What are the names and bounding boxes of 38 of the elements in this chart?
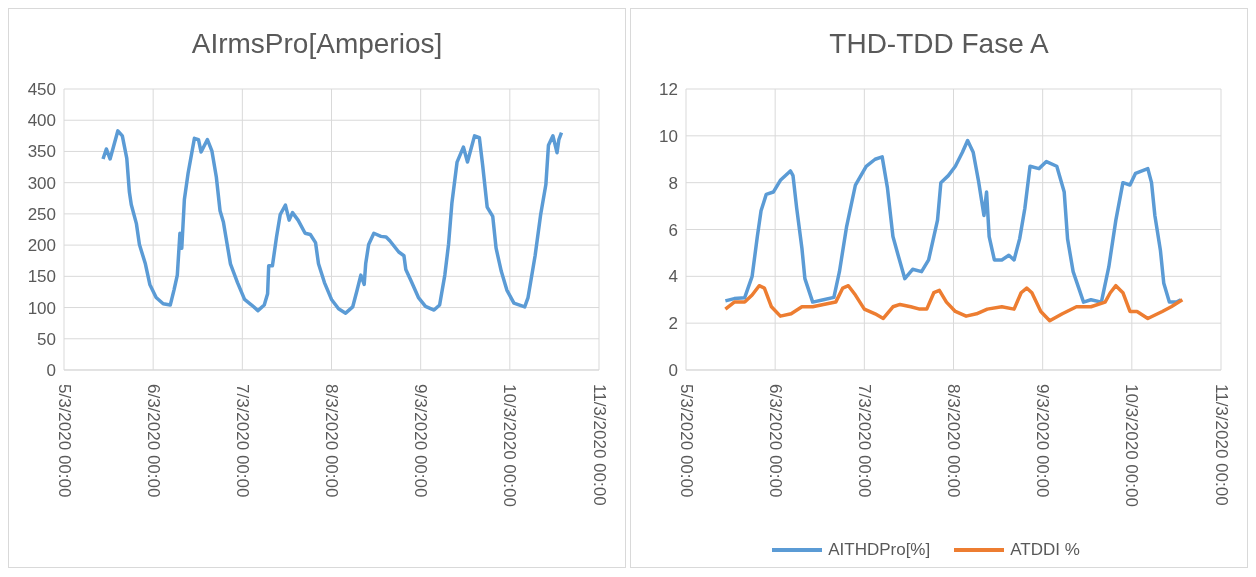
y-tick-label: 150 [27,267,56,287]
line-series [723,138,1183,304]
y-tick-label: 400 [27,111,56,131]
x-tick-label: 6/3/2020 00:00 [143,384,163,498]
x-tick-label: 7/3/2020 00:00 [232,384,252,498]
legend-label: AITHDPro[%] [828,540,931,560]
x-tick-label: 11/3/2020 00:00 [1211,384,1231,506]
x-tick-label: 10/3/2020 00:00 [1122,384,1142,507]
line-series [723,283,1185,323]
y-tick-label: 6 [668,220,678,240]
legend-label: ATDDI % [1010,540,1080,560]
x-tick-label: 5/3/2020 00:00 [54,384,74,498]
y-tick-label: 300 [27,173,56,193]
y-tick-label: 12 [659,80,678,100]
chart-title: THD-TDD Fase A [828,27,1050,61]
chart-title: AIrmsPro[Amperios] [190,27,444,61]
y-tick-label: 350 [27,142,56,162]
x-tick-label: 9/3/2020 00:00 [1033,384,1053,498]
y-tick-label: 450 [27,80,56,100]
x-tick-label: 8/3/2020 00:00 [322,384,341,498]
y-tick-label: 200 [27,236,56,256]
y-tick-label: 250 [27,204,56,224]
x-tick-label: 10/3/2020 00:00 [500,384,520,507]
y-tick-label: 0 [668,361,678,381]
y-tick-label: 4 [668,267,678,287]
x-tick-label: 9/3/2020 00:00 [411,384,431,498]
y-tick-label: 2 [668,314,678,334]
y-tick-label: 0 [46,361,56,381]
y-tick-label: 50 [37,329,56,349]
y-tick-label: 8 [668,173,678,193]
x-tick-label: 6/3/2020 00:00 [765,384,785,498]
x-tick-label: 7/3/2020 00:00 [854,384,874,498]
x-tick-label: 5/3/2020 00:00 [676,384,696,498]
y-tick-label: 100 [27,298,56,318]
x-tick-label: 11/3/2020 00:00 [589,384,609,506]
y-tick-label: 10 [659,126,678,146]
line-series [101,129,564,315]
x-tick-label: 8/3/2020 00:00 [944,384,963,498]
